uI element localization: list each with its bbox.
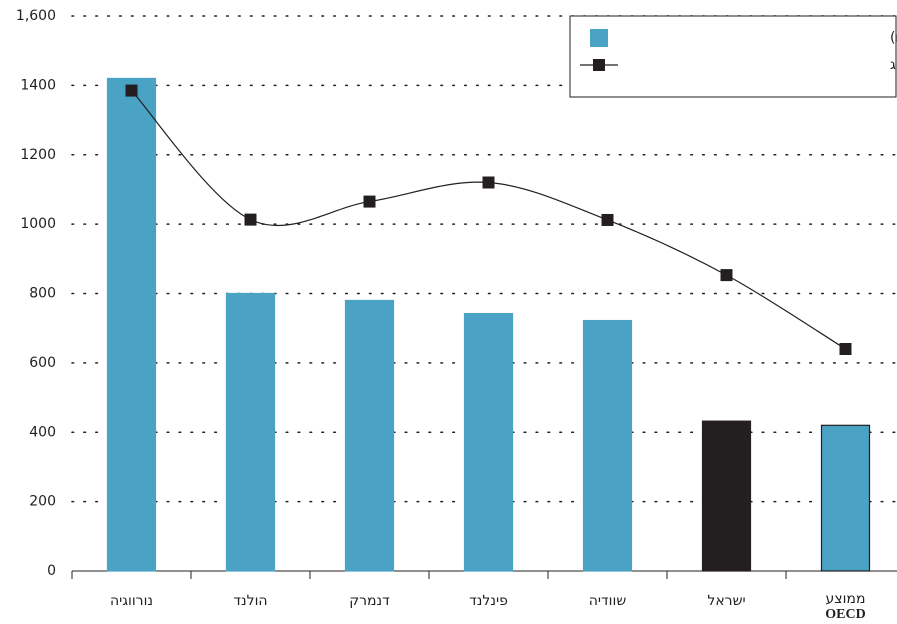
y-tick-label: 1200 — [20, 147, 56, 163]
x-tick-label: פינלנד — [469, 593, 508, 609]
legend-label: הוצאה ציבורית לנפש (בדולרים) — [890, 30, 897, 46]
y-tick-label: 200 — [29, 494, 56, 510]
legend-label: שיעור ההוצאה כאחוז מהתמ"ג — [890, 57, 897, 73]
legend-marker — [593, 59, 605, 71]
x-tick-label: דנמרק — [349, 593, 390, 609]
x-tick-label: OECD — [825, 607, 865, 622]
x-tick-label: ממוצע — [826, 591, 866, 607]
bar — [820, 424, 871, 572]
bar — [582, 319, 633, 572]
bar — [701, 420, 752, 572]
y-tick-label: 600 — [29, 355, 56, 371]
y-tick-label: 400 — [29, 424, 56, 440]
y-tick-label: 800 — [29, 286, 56, 302]
marker — [482, 176, 495, 189]
x-tick-label: הולנד — [233, 593, 267, 609]
x-tick-label: ישראל — [707, 593, 745, 609]
y-tick-label: 1,600 — [16, 8, 56, 24]
marker — [244, 213, 257, 226]
y-tick-label: 1400 — [20, 77, 56, 93]
bar — [106, 77, 157, 572]
marker — [363, 195, 376, 208]
marker — [125, 84, 138, 97]
marker — [720, 269, 733, 282]
x-tick-label: נורווגיה — [110, 593, 153, 609]
marker — [601, 213, 614, 226]
y-tick-label: 1000 — [20, 216, 56, 232]
bar — [463, 313, 514, 572]
x-tick-label: שוודיה — [589, 593, 627, 609]
legend-swatch — [590, 29, 608, 47]
bar — [225, 292, 276, 572]
legend-box — [569, 15, 897, 98]
y-tick-label: 0 — [47, 563, 56, 579]
bar — [344, 299, 395, 572]
marker — [839, 343, 852, 355]
